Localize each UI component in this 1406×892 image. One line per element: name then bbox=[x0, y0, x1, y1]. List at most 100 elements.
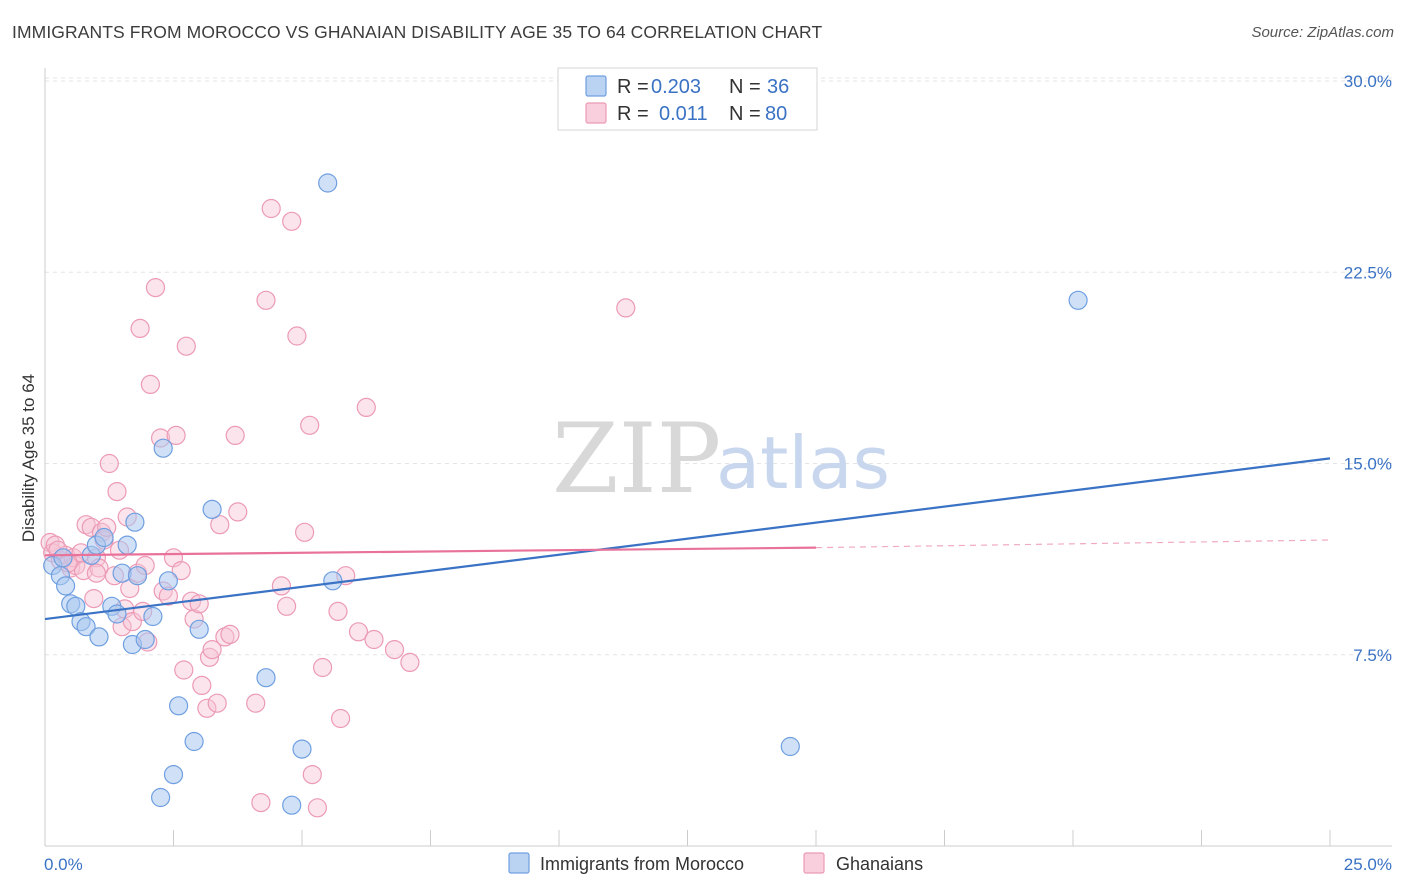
ghanaian-point-45 bbox=[192, 675, 212, 696]
ghanaian-point-76 bbox=[616, 298, 636, 318]
y-tick-label-2: 22.5% bbox=[1344, 263, 1392, 282]
ghanaian-point-49 bbox=[207, 693, 227, 713]
y-tick-label-0: 7.5% bbox=[1353, 646, 1392, 665]
ghanaian-point-10 bbox=[76, 515, 96, 535]
x-tick-label-1: 25.0% bbox=[1344, 855, 1392, 874]
ghanaian-point-63 bbox=[295, 522, 315, 542]
morocco-point-19 bbox=[135, 629, 155, 650]
x-tick-labels: 0.0% 25.0% bbox=[44, 855, 1392, 874]
ghanaian-point-41 bbox=[176, 336, 196, 356]
ghanaian-point-56 bbox=[251, 792, 271, 813]
morocco-point-18 bbox=[127, 566, 148, 586]
ghanaian-point-75 bbox=[400, 652, 420, 673]
y-tick-label-3: 30.0% bbox=[1344, 72, 1392, 91]
watermark-zip: ZIP bbox=[552, 403, 721, 515]
ghanaian-point-40 bbox=[174, 660, 194, 680]
ghanaian-point-11 bbox=[81, 517, 101, 537]
ghanaian-point-79 bbox=[86, 563, 107, 583]
ghanaian-point-51 bbox=[215, 627, 235, 647]
ghanaian-point-18 bbox=[99, 453, 119, 474]
morocco-point-20 bbox=[143, 606, 163, 627]
ghanaian-point-38 bbox=[166, 425, 186, 445]
ghanaian-point-33 bbox=[145, 278, 166, 298]
morocco-point-34 bbox=[780, 736, 800, 757]
morocco-point-27 bbox=[189, 619, 209, 639]
legend-r-label-1: R = bbox=[617, 103, 649, 125]
gridlines bbox=[45, 77, 1392, 656]
morocco-point-17 bbox=[125, 512, 145, 532]
morocco-point-35 bbox=[1068, 290, 1088, 310]
morocco-point-23 bbox=[158, 571, 178, 591]
series-legend-label-ghanaians: Ghanaians bbox=[836, 854, 923, 874]
ghanaian-point-55 bbox=[246, 693, 266, 713]
legend-n-label-1: N = bbox=[729, 103, 761, 125]
ghanaian-point-66 bbox=[307, 798, 327, 818]
morocco-point-7 bbox=[76, 617, 96, 637]
ghanaian-point-68 bbox=[328, 601, 348, 622]
morocco-point-2 bbox=[53, 548, 73, 568]
morocco-point-26 bbox=[184, 731, 204, 752]
ghanaian-point-59 bbox=[271, 576, 291, 596]
morocco-point-3 bbox=[55, 576, 76, 596]
ghanaian-point-60 bbox=[277, 596, 297, 616]
morocco-point-10 bbox=[89, 627, 109, 647]
ghanaian-point-72 bbox=[356, 397, 376, 417]
ghanaian-point-58 bbox=[261, 198, 281, 219]
y-axis-label: Disability Age 35 to 64 bbox=[19, 374, 38, 542]
ghanaian-point-20 bbox=[107, 482, 127, 502]
morocco-point-24 bbox=[163, 764, 184, 785]
ghanaian-point-26 bbox=[122, 611, 142, 632]
ghanaian-point-69 bbox=[331, 708, 351, 729]
correlation-legend: R = 0.203 N = 36 R = 0.011 N = 80 bbox=[557, 67, 818, 131]
y-tick-label-1: 15.0% bbox=[1344, 455, 1392, 474]
series-legend-swatch-morocco bbox=[508, 852, 530, 874]
ghanaian-point-73 bbox=[364, 629, 384, 650]
morocco-point-28 bbox=[202, 499, 222, 519]
morocco-point-33 bbox=[318, 173, 338, 193]
ghanaian-point-67 bbox=[313, 657, 333, 678]
ghanaian-point-61 bbox=[282, 211, 302, 231]
ghanaian-point-54 bbox=[228, 502, 248, 522]
ghanaian-point-65 bbox=[302, 764, 322, 785]
ghanaian-point-47 bbox=[199, 647, 220, 667]
chart-title: IMMIGRANTS FROM MOROCCO VS GHANAIAN DISA… bbox=[12, 22, 823, 42]
ghanaian-point-39 bbox=[171, 560, 191, 581]
legend-r-label-0: R = bbox=[617, 76, 649, 98]
morocco-trend-line bbox=[44, 457, 1331, 621]
ghanaian-point-57 bbox=[256, 290, 276, 310]
ghanaian-point-53 bbox=[225, 425, 245, 445]
ghanaian-trend-line bbox=[44, 546, 817, 557]
legend-n-value-1: 80 bbox=[765, 103, 787, 125]
morocco-point-13 bbox=[107, 604, 127, 624]
ghanaian-point-74 bbox=[384, 639, 405, 660]
ghanaian-point-62 bbox=[287, 326, 307, 346]
series-legend-label-morocco: Immigrants from Morocco bbox=[540, 854, 744, 874]
ghanaian-trend-extension bbox=[815, 539, 1331, 549]
legend-n-label-0: N = bbox=[729, 76, 761, 98]
ghanaian-point-64 bbox=[300, 415, 320, 435]
watermark-atlas: atlas bbox=[716, 421, 890, 505]
source-label: Source: ZipAtlas.com bbox=[1251, 24, 1394, 41]
axes bbox=[44, 68, 1392, 847]
ghanaian-point-48 bbox=[202, 639, 222, 660]
ghanaian-point-46 bbox=[197, 698, 217, 718]
ghanaian-point-52 bbox=[220, 624, 240, 645]
morocco-point-15 bbox=[117, 535, 137, 555]
ghanaian-point-71 bbox=[348, 622, 369, 642]
morocco-point-30 bbox=[282, 795, 302, 815]
morocco-point-32 bbox=[323, 571, 343, 591]
x-tick-label-0: 0.0% bbox=[44, 855, 83, 874]
morocco-point-31 bbox=[292, 739, 312, 759]
data-points bbox=[40, 173, 1088, 818]
morocco-point-25 bbox=[169, 696, 189, 716]
ghanaian-point-28 bbox=[130, 318, 150, 338]
legend-swatch-blue bbox=[585, 75, 607, 97]
watermark: ZIP atlas bbox=[552, 403, 890, 515]
morocco-point-11 bbox=[94, 527, 114, 548]
legend-swatch-pink bbox=[585, 102, 607, 124]
legend-r-value-0: 0.203 bbox=[651, 76, 701, 98]
trend-lines bbox=[44, 457, 1331, 621]
morocco-point-29 bbox=[256, 668, 276, 688]
series-legend: Immigrants from Morocco Ghanaians bbox=[508, 852, 923, 874]
